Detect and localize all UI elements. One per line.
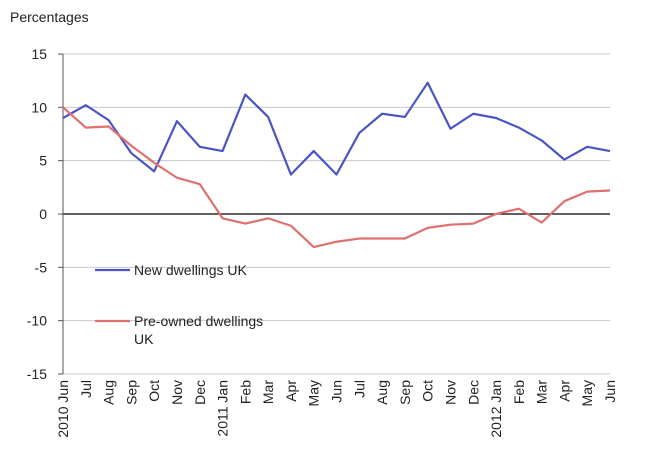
x-tick-label: 2010 Jun [55, 380, 71, 438]
y-axis-title: Percentages [10, 9, 89, 25]
x-tick-label: Aug [101, 380, 117, 405]
x-tick-label: Aug [374, 380, 390, 405]
x-tick-label: Mar [534, 380, 550, 404]
y-tick-label: -5 [35, 259, 48, 275]
x-tick-label: May [306, 380, 322, 406]
x-tick-label: Sep [397, 380, 413, 405]
y-tick-label: 5 [39, 153, 47, 169]
y-tick-label: 10 [31, 99, 47, 115]
x-tick-label: 2012 Jan [488, 380, 504, 438]
x-tick-label: Dec [192, 380, 208, 405]
x-tick-label: Mar [260, 380, 276, 404]
x-tick-label: Oct [420, 380, 436, 402]
x-tick-label: Jun [329, 380, 345, 403]
x-tick-label: Dec [465, 380, 481, 405]
legend-label: Pre-owned dwellings UK [134, 313, 264, 347]
x-tick-label: Oct [146, 380, 162, 402]
legend-label: New dwellings UK [134, 262, 247, 278]
series-line [62, 81, 611, 176]
y-tick-label: -10 [27, 313, 47, 329]
x-tick-label: Nov [169, 380, 185, 405]
x-tick-label: Feb [511, 380, 527, 404]
x-tick-label: 2011 Jan [215, 380, 231, 437]
series-line [62, 106, 611, 249]
x-tick-label: Apr [283, 380, 299, 402]
y-tick-label: -15 [27, 366, 47, 382]
x-tick-label: Sep [123, 380, 139, 405]
y-tick-label: 15 [31, 46, 47, 62]
x-tick-label: Apr [556, 380, 572, 402]
x-tick-label: Feb [237, 380, 253, 404]
x-tick-label: Jun [602, 380, 618, 403]
x-tick-label: Jul [351, 380, 367, 398]
x-tick-label: Nov [442, 380, 458, 405]
x-tick-label: Jul [78, 380, 94, 398]
y-tick-label: 0 [39, 206, 47, 222]
x-tick-label: May [579, 380, 595, 406]
